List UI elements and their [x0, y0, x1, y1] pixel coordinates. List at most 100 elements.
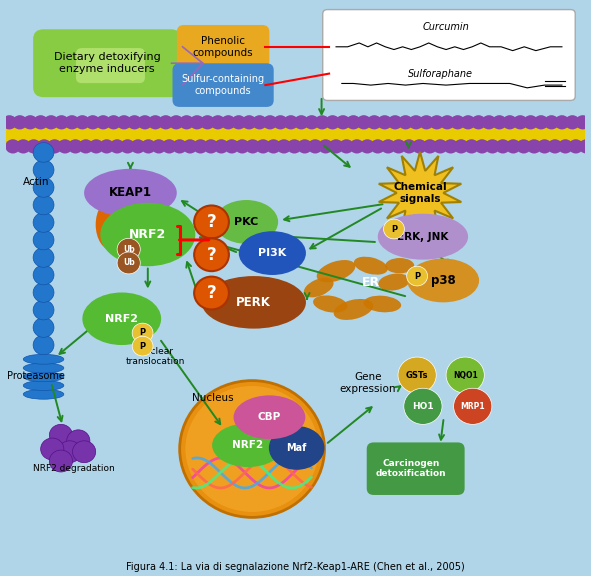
Text: Phenolic
compounds: Phenolic compounds [193, 36, 254, 58]
Circle shape [294, 115, 309, 130]
Circle shape [388, 115, 402, 130]
Circle shape [464, 139, 479, 153]
Circle shape [266, 139, 281, 153]
Circle shape [537, 139, 552, 153]
Text: ?: ? [207, 213, 216, 231]
Ellipse shape [334, 299, 373, 320]
Circle shape [502, 115, 517, 130]
Circle shape [26, 139, 41, 153]
Circle shape [318, 139, 333, 153]
Circle shape [194, 206, 229, 238]
Circle shape [75, 115, 90, 130]
Text: P: P [139, 342, 145, 351]
Ellipse shape [233, 395, 306, 439]
Circle shape [22, 115, 38, 130]
Circle shape [44, 115, 59, 130]
Text: PKC: PKC [234, 217, 258, 227]
Circle shape [33, 317, 54, 338]
Circle shape [336, 115, 350, 130]
Text: Sulforaphane: Sulforaphane [408, 69, 473, 79]
Text: ?: ? [207, 246, 216, 264]
Circle shape [231, 115, 246, 130]
Circle shape [89, 139, 104, 153]
Bar [6, 128, 585, 141]
Text: Carcinogen
detoxification: Carcinogen detoxification [376, 459, 447, 479]
Circle shape [492, 115, 507, 130]
Circle shape [575, 115, 590, 130]
Circle shape [120, 139, 135, 153]
Circle shape [495, 139, 511, 153]
Circle shape [148, 115, 163, 130]
Circle shape [384, 219, 404, 239]
Circle shape [412, 139, 427, 153]
Ellipse shape [269, 426, 324, 470]
FancyBboxPatch shape [76, 48, 145, 83]
Circle shape [73, 441, 96, 463]
Circle shape [96, 115, 111, 130]
Circle shape [346, 115, 361, 130]
Circle shape [454, 139, 469, 153]
Circle shape [512, 115, 528, 130]
Circle shape [381, 139, 396, 153]
Circle shape [252, 115, 267, 130]
Text: Figura 4.1: La via di segnalazione Nrf2-Keap1-ARE (Chen et al., 2005): Figura 4.1: La via di segnalazione Nrf2-… [126, 562, 465, 572]
Circle shape [33, 177, 54, 197]
Circle shape [360, 139, 375, 153]
Circle shape [440, 115, 455, 130]
Circle shape [485, 139, 500, 153]
Circle shape [16, 139, 31, 153]
Text: PERK: PERK [236, 296, 271, 309]
Circle shape [99, 139, 114, 153]
Circle shape [33, 335, 54, 355]
Circle shape [569, 139, 583, 153]
Circle shape [433, 139, 448, 153]
Text: NQO1: NQO1 [453, 370, 478, 380]
FancyBboxPatch shape [33, 29, 181, 97]
Circle shape [109, 139, 125, 153]
Circle shape [273, 115, 288, 130]
Text: NRF2: NRF2 [105, 314, 138, 324]
Circle shape [329, 139, 343, 153]
Circle shape [194, 276, 229, 309]
Circle shape [475, 139, 489, 153]
Ellipse shape [23, 354, 64, 364]
Circle shape [235, 139, 250, 153]
Ellipse shape [239, 231, 306, 275]
Circle shape [50, 450, 73, 472]
Text: NRF2: NRF2 [129, 228, 167, 241]
Circle shape [33, 248, 54, 267]
Circle shape [33, 283, 54, 302]
Circle shape [391, 139, 406, 153]
Circle shape [151, 139, 166, 153]
Circle shape [454, 388, 492, 425]
Circle shape [214, 139, 229, 153]
Text: Ub: Ub [123, 259, 135, 267]
Circle shape [308, 139, 323, 153]
Circle shape [200, 115, 215, 130]
Bar [6, 122, 585, 146]
Circle shape [33, 142, 54, 162]
Circle shape [127, 115, 142, 130]
Ellipse shape [100, 203, 195, 266]
Circle shape [33, 300, 54, 320]
Circle shape [398, 357, 436, 393]
Circle shape [116, 115, 132, 130]
Circle shape [132, 323, 153, 343]
Circle shape [356, 115, 371, 130]
Text: Chemical
signals: Chemical signals [393, 182, 447, 204]
Circle shape [117, 238, 140, 260]
Circle shape [297, 139, 312, 153]
Circle shape [168, 115, 184, 130]
Text: P: P [391, 225, 397, 233]
Circle shape [443, 139, 458, 153]
Circle shape [67, 430, 90, 452]
Ellipse shape [317, 260, 355, 282]
Text: Nucleus: Nucleus [193, 393, 234, 403]
Circle shape [419, 115, 434, 130]
Circle shape [401, 139, 417, 153]
Circle shape [367, 115, 382, 130]
Ellipse shape [23, 363, 64, 373]
Circle shape [132, 336, 153, 356]
Text: Nuclear
translocation: Nuclear translocation [126, 347, 185, 366]
Text: ER: ER [362, 275, 380, 289]
